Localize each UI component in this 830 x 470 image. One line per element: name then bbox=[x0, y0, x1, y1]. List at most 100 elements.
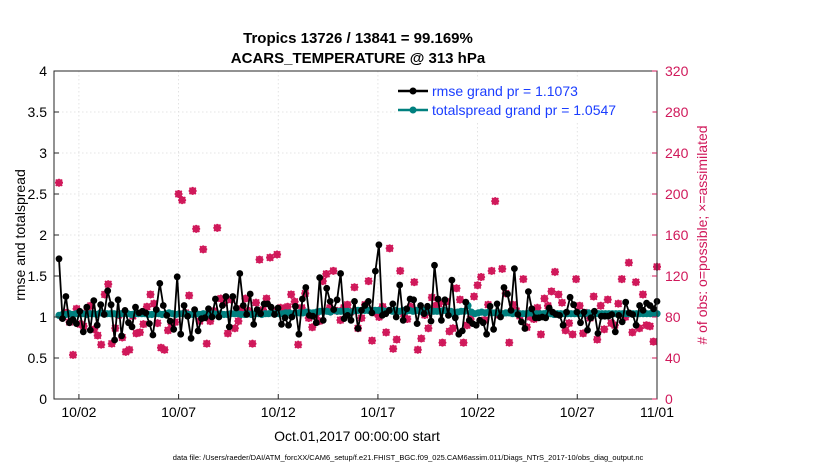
y2-tick-label: 40 bbox=[665, 350, 681, 366]
obs-assimilated-marker bbox=[600, 325, 608, 333]
data-point bbox=[122, 307, 129, 314]
data-point bbox=[330, 306, 337, 313]
data-point bbox=[525, 288, 532, 295]
data-point bbox=[494, 301, 501, 308]
data-point bbox=[396, 282, 403, 289]
data-point bbox=[421, 310, 428, 317]
obs-assimilated-marker bbox=[558, 299, 566, 307]
obs-assimilated-marker bbox=[136, 328, 144, 336]
data-point bbox=[268, 304, 275, 311]
data-point bbox=[567, 294, 574, 301]
data-point bbox=[570, 301, 577, 308]
data-point bbox=[240, 302, 247, 309]
y2-tick-label: 280 bbox=[665, 104, 689, 120]
data-point bbox=[591, 308, 598, 315]
obs-assimilated-marker bbox=[386, 244, 394, 252]
obs-assimilated-marker bbox=[213, 224, 221, 232]
data-point bbox=[431, 262, 438, 269]
data-point bbox=[376, 241, 383, 248]
data-point bbox=[285, 322, 292, 329]
data-point bbox=[622, 299, 629, 306]
data-point bbox=[94, 322, 101, 329]
data-point bbox=[334, 296, 341, 303]
obs-assimilated-marker bbox=[178, 196, 186, 204]
data-point bbox=[233, 305, 240, 312]
x-tick-label: 10/02 bbox=[61, 404, 96, 420]
data-point bbox=[177, 331, 184, 338]
obs-assimilated-marker bbox=[55, 179, 63, 187]
data-point bbox=[522, 325, 529, 332]
y-tick-label: 2 bbox=[39, 227, 47, 243]
obs-assimilated-marker bbox=[519, 275, 527, 283]
data-point bbox=[76, 308, 83, 315]
obs-assimilated-marker bbox=[628, 328, 636, 336]
data-point bbox=[584, 327, 591, 334]
data-file-footer: data file: /Users/raeder/DAI/ATM_forcXX/… bbox=[173, 453, 644, 462]
data-point bbox=[595, 330, 602, 337]
data-point bbox=[163, 312, 170, 319]
data-point bbox=[63, 293, 70, 300]
chart-title-line1: Tropics 13726 / 13841 = 99.169% bbox=[243, 30, 473, 47]
data-point bbox=[577, 319, 584, 326]
data-point bbox=[191, 306, 198, 313]
obs-assimilated-marker bbox=[614, 300, 622, 308]
obs-assimilated-marker bbox=[189, 187, 197, 195]
obs-assimilated-marker bbox=[424, 324, 432, 332]
data-point bbox=[483, 331, 490, 338]
data-point bbox=[410, 296, 417, 303]
data-point bbox=[355, 325, 362, 332]
x-tick-label: 10/27 bbox=[560, 404, 595, 420]
data-point bbox=[170, 326, 177, 333]
y-tick-label: 1 bbox=[39, 309, 47, 325]
obs-assimilated-marker bbox=[438, 339, 446, 347]
data-point bbox=[146, 320, 153, 327]
data-point bbox=[275, 305, 282, 312]
obs-assimilated-marker bbox=[273, 250, 281, 258]
data-point bbox=[289, 314, 296, 321]
data-point bbox=[129, 323, 136, 330]
data-point bbox=[108, 301, 115, 308]
obs-assimilated-marker bbox=[368, 337, 376, 345]
obs-assimilated-marker bbox=[294, 341, 302, 349]
obs-assimilated-marker bbox=[161, 346, 169, 354]
obs-assimilated-marker bbox=[146, 290, 154, 298]
data-point bbox=[83, 304, 90, 311]
legend-spread-marker bbox=[410, 107, 417, 114]
x-tick-label: 10/22 bbox=[460, 404, 495, 420]
data-point bbox=[111, 337, 118, 344]
data-point bbox=[209, 314, 216, 321]
data-point bbox=[250, 321, 257, 328]
data-point bbox=[640, 307, 647, 314]
data-point bbox=[459, 328, 466, 335]
data-point bbox=[104, 287, 111, 294]
data-point bbox=[511, 265, 518, 272]
obs-assimilated-marker bbox=[572, 275, 580, 283]
obs-assimilated-marker bbox=[382, 328, 390, 336]
data-point bbox=[438, 317, 445, 324]
legend-rmse-marker bbox=[410, 88, 417, 95]
x-axis-label: Oct.01,2017 00:00:00 start bbox=[274, 428, 440, 444]
data-point bbox=[435, 296, 442, 303]
obs-assimilated-marker bbox=[410, 278, 418, 286]
data-point bbox=[424, 303, 431, 310]
data-point bbox=[143, 310, 150, 317]
x-tick-label: 10/17 bbox=[360, 404, 395, 420]
data-point bbox=[351, 298, 358, 305]
obs-assimilated-marker bbox=[590, 293, 598, 301]
x-tick-label: 10/07 bbox=[161, 404, 196, 420]
y-tick-label: 0 bbox=[39, 391, 47, 407]
obs-assimilated-marker bbox=[597, 302, 605, 310]
obs-assimilated-marker bbox=[104, 280, 112, 288]
obs-assimilated-marker bbox=[322, 270, 330, 278]
data-point bbox=[90, 297, 97, 304]
data-point bbox=[80, 328, 87, 335]
y-tick-label: 2.5 bbox=[28, 186, 48, 202]
data-point bbox=[629, 311, 636, 318]
data-point bbox=[365, 298, 372, 305]
obs-assimilated-marker bbox=[474, 281, 482, 289]
y2-tick-label: 120 bbox=[665, 268, 689, 284]
data-point bbox=[101, 311, 108, 318]
obs-assimilated-marker bbox=[287, 290, 295, 298]
obs-assimilated-marker bbox=[505, 339, 513, 347]
data-point bbox=[296, 331, 303, 338]
